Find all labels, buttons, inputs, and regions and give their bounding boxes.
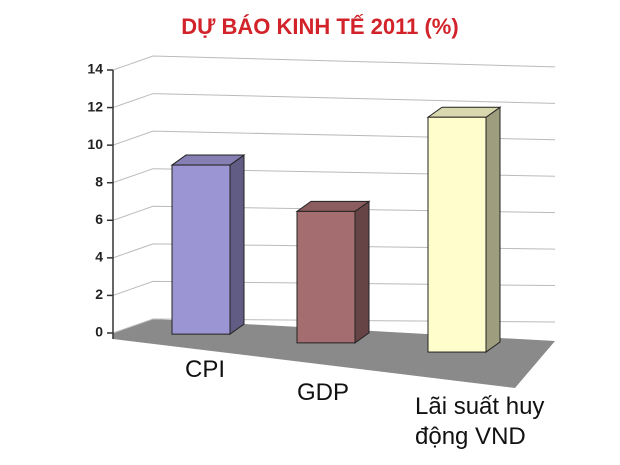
y-tick-label: 6	[95, 211, 103, 227]
bar-side	[485, 106, 501, 354]
bar-side	[354, 200, 370, 344]
grid-line	[112, 55, 556, 71]
x-tick-label: Lãi suất huy động VND	[415, 393, 545, 450]
bar	[171, 164, 231, 335]
chart-title: DỰ BÁO KINH TẾ 2011 (%)	[181, 14, 458, 39]
grid-line	[112, 318, 556, 334]
y-tick-label: 0	[95, 324, 103, 340]
y-tick-label: 10	[87, 136, 103, 152]
grid-line	[112, 168, 556, 184]
bar	[427, 116, 487, 353]
y-tick-label: 8	[95, 173, 103, 189]
grid-line	[112, 93, 556, 109]
y-tick-label: 2	[95, 286, 103, 302]
bar	[296, 210, 356, 344]
y-tick-label: 14	[87, 61, 103, 77]
x-tick-label: GDP	[297, 379, 350, 406]
x-tick-label: CPI	[185, 356, 226, 383]
grid-line	[112, 130, 556, 146]
y-tick-label: 4	[95, 249, 103, 265]
y-tick-label: 12	[87, 98, 103, 114]
grid-line	[112, 243, 556, 259]
grid-line	[112, 205, 556, 221]
bar-side	[229, 154, 245, 336]
grid-line	[112, 280, 556, 296]
